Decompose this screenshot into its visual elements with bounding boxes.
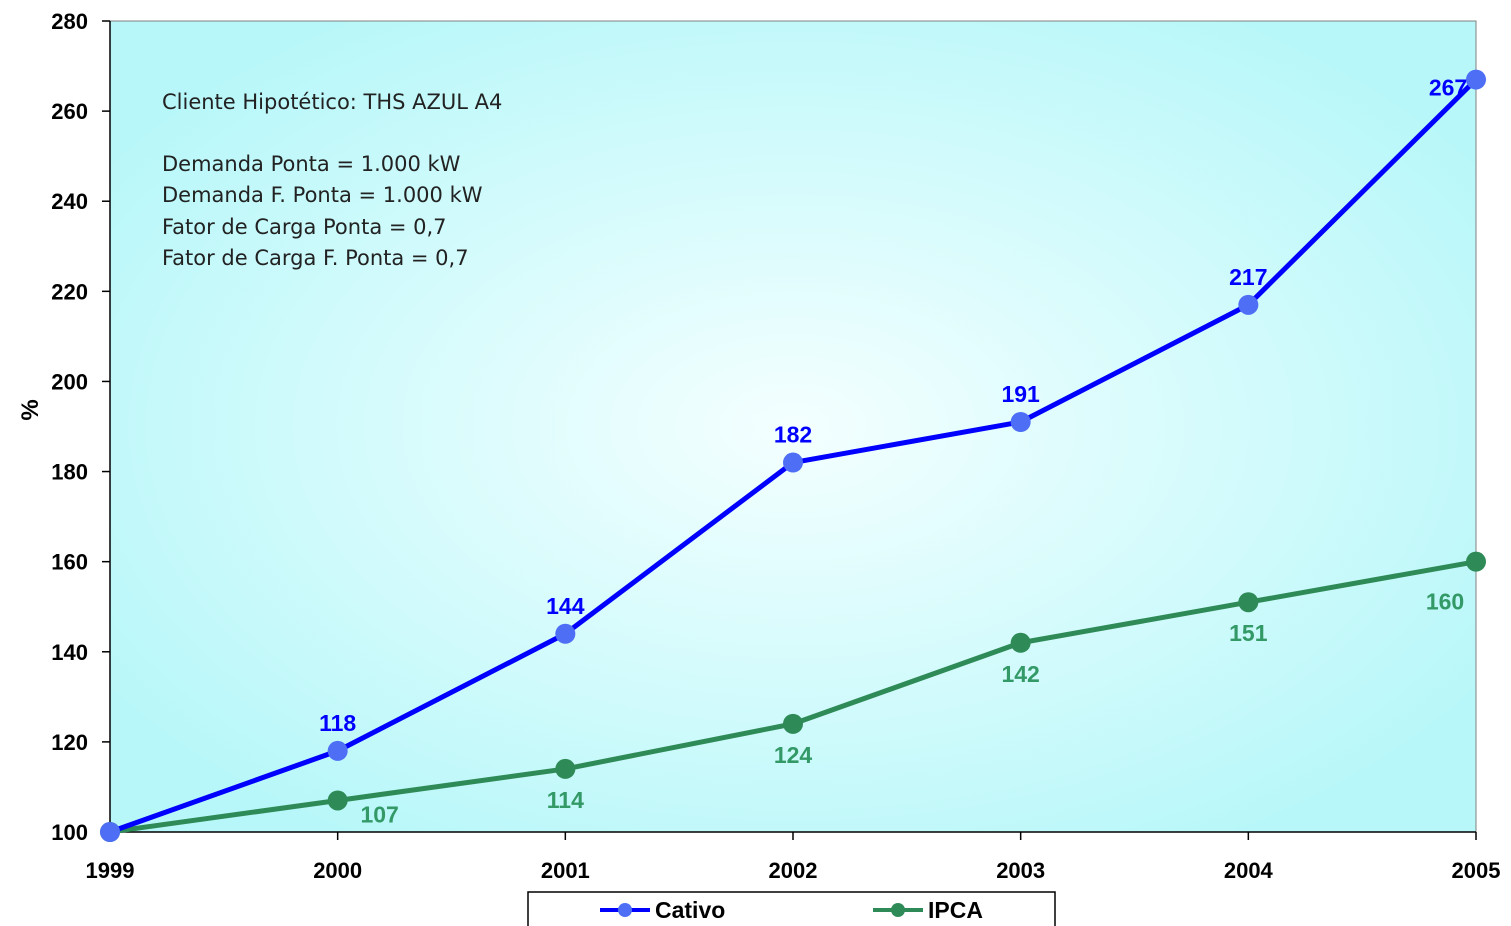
y-tick-label: 200 [51,369,88,394]
y-tick-label: 240 [51,189,88,214]
data-point-ipca [327,790,348,811]
data-point-ipca [555,758,576,779]
annotation-line: Fator de Carga Ponta = 0,7 [162,215,447,239]
data-label-ipca: 114 [547,787,584,813]
annotation-line: Demanda F. Ponta = 1.000 kW [162,183,483,207]
x-tick-label: 1999 [86,858,135,883]
data-label-cativo: 118 [319,710,356,736]
series-markers [100,69,1486,842]
data-label-ipca: 151 [1229,620,1268,646]
x-tick-label: 2000 [313,858,362,883]
legend-marker-ipca [891,903,905,917]
legend-label-ipca: IPCA [928,897,983,923]
y-tick-label: 100 [51,820,88,845]
data-point-ipca [1238,592,1259,613]
y-tick-label: 120 [51,730,88,755]
data-label-ipca: 142 [1001,661,1039,687]
plot-area [109,20,1477,833]
y-tick-label: 140 [51,640,88,665]
x-tick-label: 2004 [1224,858,1274,883]
data-label-ipca: 124 [774,742,813,768]
data-label-cativo: 191 [1001,381,1040,407]
data-point-ipca [1010,632,1031,653]
y-tick-label: 180 [51,460,88,485]
legend: Cativo IPCA [527,891,1056,926]
data-point-cativo [1466,69,1486,90]
y-tick-label: 280 [51,9,88,34]
data-label-cativo: 144 [546,593,585,619]
y-tick-label: 220 [51,279,88,304]
data-label-cativo: 217 [1229,264,1267,290]
legend-marker-cativo [618,903,632,917]
data-label-ipca: 160 [1426,589,1464,615]
data-label-cativo: 182 [774,422,812,448]
x-tick-label: 2003 [996,858,1045,883]
legend-label-cativo: Cativo [655,897,725,923]
data-point-cativo [100,822,120,842]
annotation-box: Cliente Hipotético: THS AZUL A4 Demanda … [162,90,502,270]
data-point-cativo [783,452,803,473]
data-label-ipca: 107 [360,801,398,827]
annotation-title: Cliente Hipotético: THS AZUL A4 [162,90,502,114]
data-point-ipca [1466,551,1486,572]
data-point-cativo [1010,411,1031,432]
data-point-ipca [783,713,803,734]
x-tick-label: 2001 [541,858,590,883]
x-tick-label: 2005 [1452,858,1501,883]
axes: 100 120 140 160 180 200 220 240 260 280 1999 2000 20… [51,9,1500,883]
data-point-cativo [555,623,576,644]
data-point-cativo [327,740,348,761]
x-tick-label: 2002 [769,858,818,883]
data-label-cativo: 267 [1429,75,1467,101]
data-labels: 118 144 182 191 217 267 107 114 124 142 151 160 [319,75,1467,828]
annotation-line: Fator de Carga F. Ponta = 0,7 [162,246,469,270]
y-axis-label: % [17,399,44,420]
annotation-line: Demanda Ponta = 1.000 kW [162,152,461,176]
y-tick-label: 260 [51,99,88,124]
data-point-cativo [1238,294,1259,315]
y-tick-label: 160 [51,550,88,575]
